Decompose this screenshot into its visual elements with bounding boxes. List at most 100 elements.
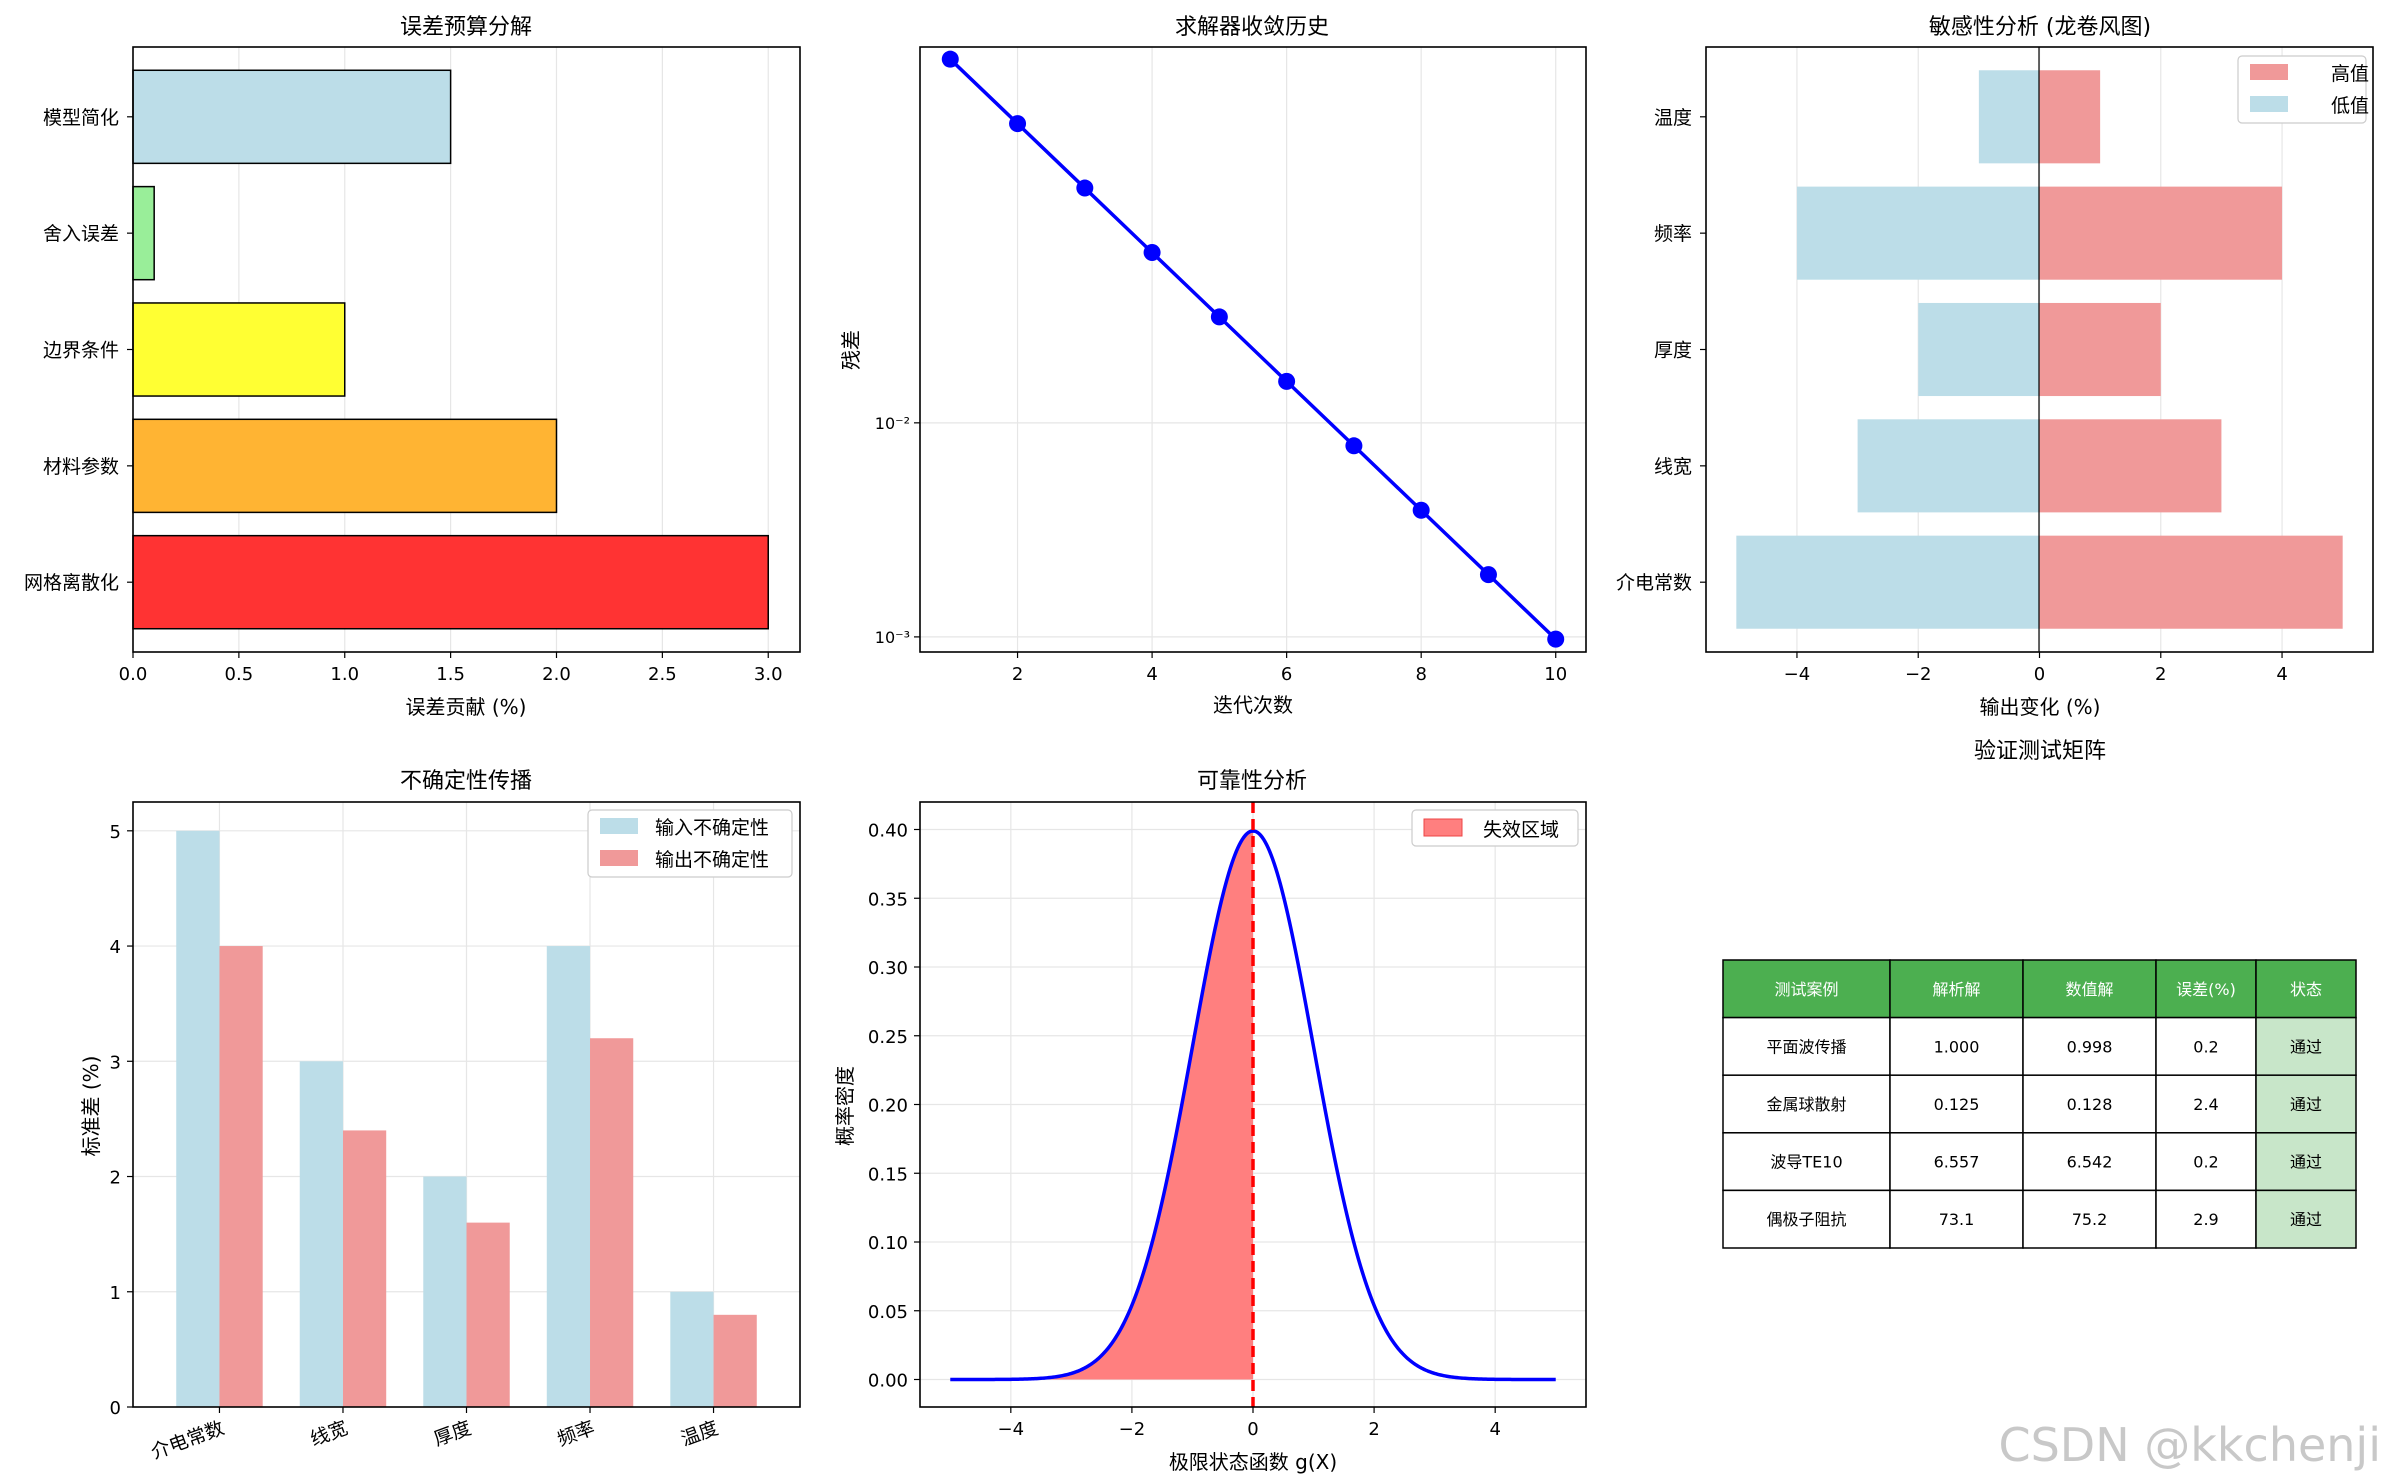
table-cell xyxy=(2155,1189,2257,1249)
input-bar-2 xyxy=(423,1176,467,1407)
x-tick-label: −2 xyxy=(1119,1419,1146,1440)
x-tick-label: 2.0 xyxy=(542,664,571,685)
cell-text: 6.557 xyxy=(1934,1153,1980,1172)
residual-point-9 xyxy=(1479,566,1497,584)
y-tick-label: 材料参数 xyxy=(43,456,119,478)
header-cell xyxy=(2022,959,2157,1019)
y-tick-label: 1 xyxy=(110,1283,121,1304)
cell-text: 偶极子阻抗 xyxy=(1766,1210,1846,1229)
cell-text: 0.125 xyxy=(1934,1095,1980,1114)
legend-swatch-failure xyxy=(1423,818,1463,837)
x-tick-label: 2.5 xyxy=(648,664,677,685)
cell-text: 通过 xyxy=(2290,1153,2322,1172)
bar-0 xyxy=(132,534,769,630)
panel-error-budget: 误差预算分解 0.0 0.5 1.0 1.5 2.0 2.5 3.0 网格离散化 材料参数 边界条… xyxy=(24,15,801,719)
failure-region-area xyxy=(950,830,1253,1380)
residual-line xyxy=(949,57,1557,641)
legend-swatch-input xyxy=(600,818,638,834)
x-tick-label: 1.0 xyxy=(330,664,359,685)
residual-point-10 xyxy=(1547,630,1565,648)
tick-labels: 0.0 0.5 1.0 1.5 2.0 2.5 3.0 网格离散化 材料参数 边界条件 舍入误差 模型… xyxy=(24,107,783,685)
bars xyxy=(1736,70,2343,629)
cell-text: 1.000 xyxy=(1934,1037,1980,1056)
residual-point-1 xyxy=(941,50,959,68)
low-bar-1 xyxy=(1857,419,2040,513)
y-tick-label: 温度 xyxy=(1654,107,1692,129)
legend: 输入不确定性 输出不确定性 xyxy=(587,809,793,878)
x-tick-label: 10 xyxy=(1544,664,1567,685)
y-tick-label: 0.35 xyxy=(868,889,908,910)
y-tick-label: 频率 xyxy=(1654,223,1692,245)
bar-1 xyxy=(132,418,558,514)
y-tick-label: 0.00 xyxy=(868,1371,908,1392)
table-cell xyxy=(2255,1189,2357,1249)
bar-4 xyxy=(132,69,452,165)
y-axis-label: 标准差 (%) xyxy=(79,1056,103,1157)
cell-text: 金属球散射 xyxy=(1766,1095,1846,1114)
input-bar-1 xyxy=(299,1061,343,1407)
panel-title: 求解器收敛历史 xyxy=(1175,15,1329,40)
output-bar-1 xyxy=(342,1130,387,1407)
cell-text: 0.998 xyxy=(2067,1037,2113,1056)
y-tick-label: 0.30 xyxy=(868,958,908,979)
x-axis-label: 迭代次数 xyxy=(1213,693,1293,717)
x-tick-label: 0 xyxy=(2034,664,2045,685)
table-cell xyxy=(2022,1016,2157,1076)
plot-frame xyxy=(919,46,1587,653)
x-tick-label: 8 xyxy=(1415,664,1426,685)
y-tick-label: 0 xyxy=(110,1398,121,1419)
x-tick-label: 0 xyxy=(1247,1419,1258,1440)
bar-3 xyxy=(132,185,155,281)
table-cell xyxy=(2022,1132,2157,1192)
y-tick-label: 0.05 xyxy=(868,1302,908,1323)
y-tick-label: 5 xyxy=(110,822,121,843)
y-tick-label: 厚度 xyxy=(1654,340,1692,362)
x-tick-label: 频率 xyxy=(554,1417,597,1451)
panel-title: 敏感性分析 (龙卷风图) xyxy=(1929,15,2151,40)
x-tick-label: 厚度 xyxy=(431,1417,474,1451)
series xyxy=(941,50,1565,648)
cell-text: 2.4 xyxy=(2193,1095,2218,1114)
header-label: 状态 xyxy=(2290,980,2322,999)
residual-point-8 xyxy=(1412,501,1430,519)
input-bar-4 xyxy=(670,1291,714,1407)
x-tick-label: 线宽 xyxy=(307,1417,350,1451)
x-tick-label: 1.5 xyxy=(436,664,465,685)
legend-swatch-high xyxy=(2250,64,2288,80)
y-tick-label: 0.15 xyxy=(868,1164,908,1185)
residual-point-3 xyxy=(1076,179,1094,197)
x-tick-label: 4 xyxy=(1146,664,1157,685)
y-tick-label: 介电常数 xyxy=(1616,572,1692,594)
grid xyxy=(920,47,1586,652)
legend: 失效区域 xyxy=(1411,809,1579,847)
table-cell xyxy=(1889,1189,2024,1249)
x-tick-label: 0.5 xyxy=(225,664,254,685)
panel-convergence: 求解器收敛历史 2 4 6 8 10 10⁻² 10⁻³ 迭代次数 残差 xyxy=(839,15,1587,717)
legend-label-output: 输出不确定性 xyxy=(655,849,769,871)
tick-labels: −4 −2 0 2 4 0.00 0.05 0.10 0.15 0.20 0.25 0.30 0.35 0… xyxy=(868,821,1501,1441)
y-tick-label: 边界条件 xyxy=(43,340,119,362)
x-tick-label: 2 xyxy=(2155,664,2166,685)
cell-text: 75.2 xyxy=(2072,1210,2108,1229)
y-tick-label: 模型简化 xyxy=(43,107,119,129)
y-tick-label: 0.40 xyxy=(868,821,908,842)
y-tick-label: 10⁻³ xyxy=(875,628,910,647)
table-cell xyxy=(1722,1016,1891,1076)
output-bar-4 xyxy=(713,1314,757,1407)
y-tick-label: 0.20 xyxy=(868,1096,908,1117)
cell-text: 0.2 xyxy=(2193,1153,2218,1172)
header-label: 测试案例 xyxy=(1774,980,1838,999)
x-tick-label: 4 xyxy=(2276,664,2287,685)
cell-text: 2.9 xyxy=(2193,1210,2218,1229)
low-bar-0 xyxy=(1736,535,2040,629)
legend-label-high: 高值 xyxy=(2331,63,2369,85)
table-cell xyxy=(2022,1074,2157,1134)
y-tick-label: 0.10 xyxy=(868,1233,908,1254)
x-axis-label: 输出变化 (%) xyxy=(1980,695,2101,719)
panel-uncertainty: 不确定性传播 0 1 2 3 4 5 介电常数 线宽 厚度 频率 温度 标准差 (%) 输入不确定性… xyxy=(79,769,801,1464)
legend: 高值 低值 xyxy=(2237,55,2369,124)
tick-labels: −4 −2 0 2 4 介电常数 线宽 厚度 频率 温度 xyxy=(1616,107,2288,685)
x-tick-label: 6 xyxy=(1281,664,1292,685)
panel-title: 可靠性分析 xyxy=(1197,769,1307,794)
